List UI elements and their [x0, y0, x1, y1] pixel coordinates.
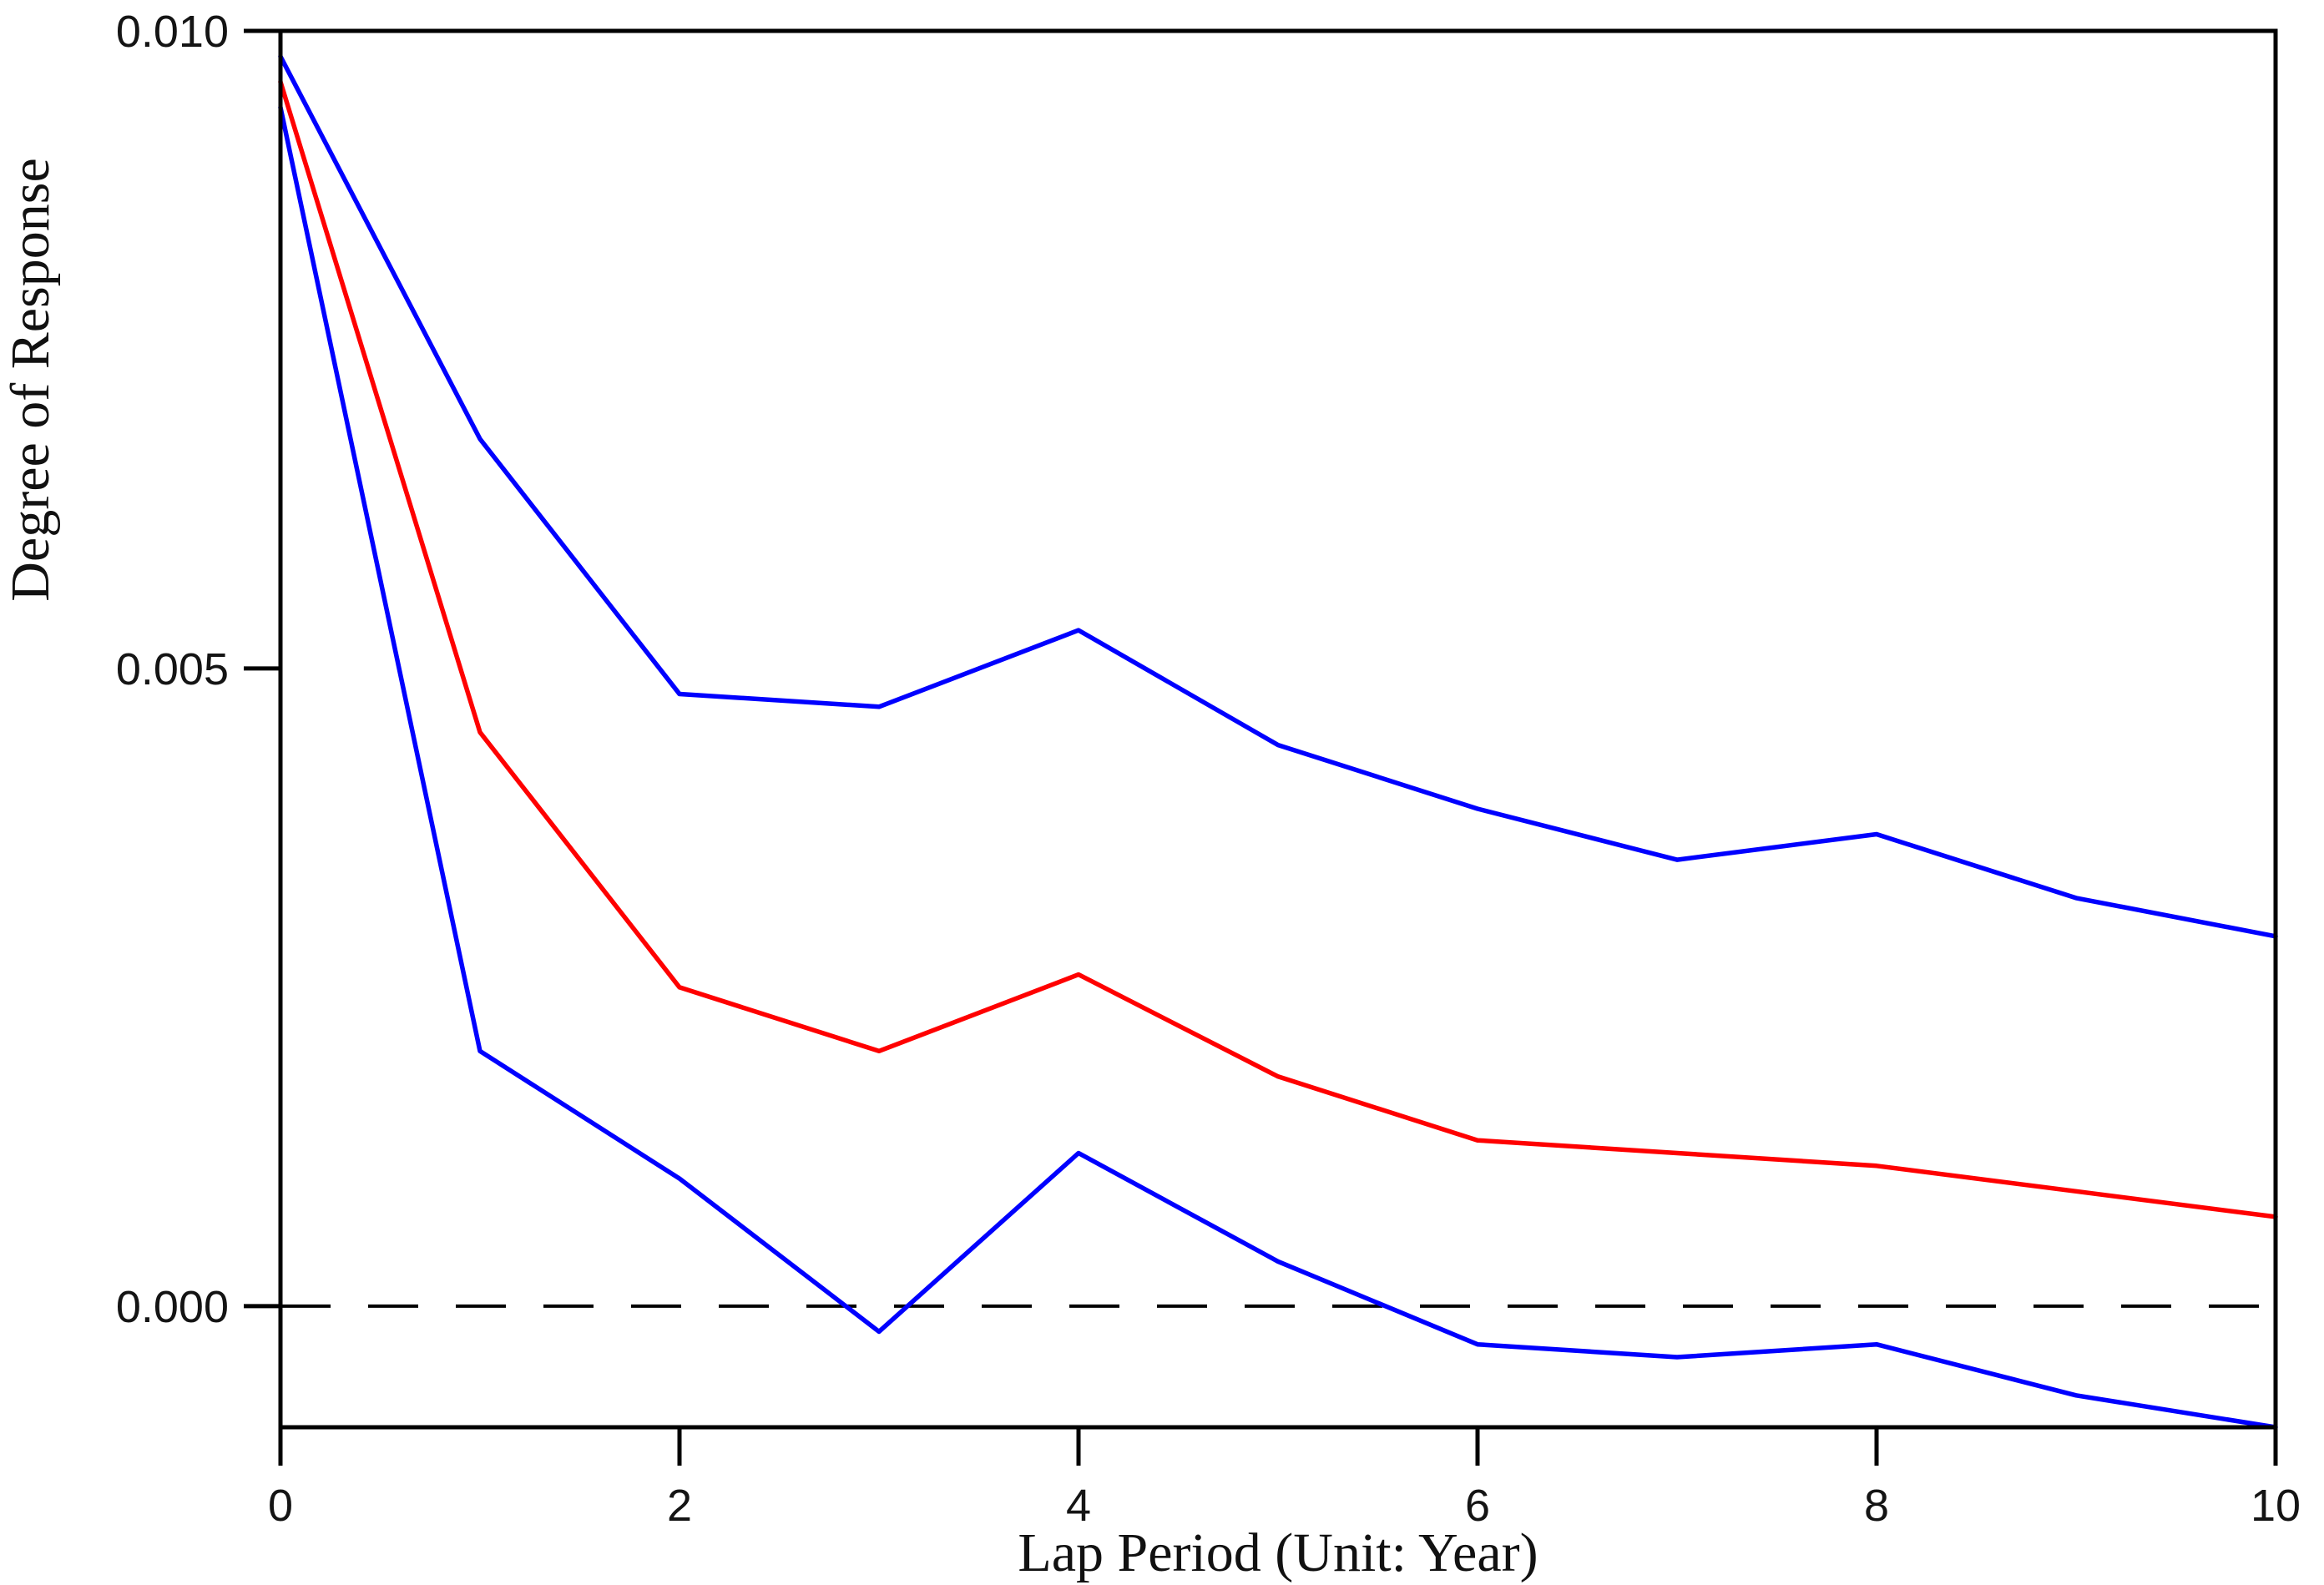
x-tick-label: 10 — [2251, 1481, 2301, 1531]
series-line-impulse-response — [278, 79, 2278, 1219]
series-line-lower-confidence-band — [278, 104, 2278, 1430]
x-axis-title: Lap Period (Unit: Year) — [1018, 1522, 1538, 1583]
y-axis-title: Degree of Response — [0, 158, 61, 601]
series-line-upper-confidence-band — [278, 53, 2278, 939]
plot-layer: 0.010 0.005 0.000 0 2 4 6 8 10 — [116, 7, 2301, 1531]
x-tick-label: 4 — [1066, 1481, 1091, 1531]
x-tick-label: 2 — [667, 1481, 692, 1531]
x-tick-label: 0 — [268, 1481, 293, 1531]
plot-frame — [278, 28, 2278, 1430]
x-tick-label: 8 — [1864, 1481, 1889, 1531]
y-tick-label: 0.000 — [116, 1282, 229, 1332]
y-tick-label: 0.010 — [116, 7, 229, 57]
y-tick-label: 0.005 — [116, 644, 229, 694]
x-tick-label: 6 — [1465, 1481, 1490, 1531]
